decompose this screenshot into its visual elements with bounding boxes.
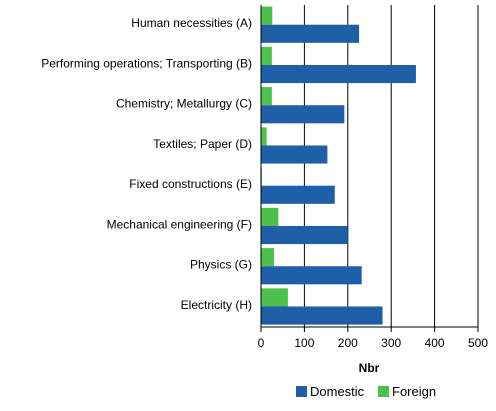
bar-foreign-3 <box>261 127 267 146</box>
category-label-3: Textiles; Paper (D) <box>153 137 252 151</box>
bar-domestic-0 <box>261 24 360 43</box>
x-tick-label-0: 0 <box>258 336 265 350</box>
bar-domestic-1 <box>261 64 416 84</box>
x-axis-title: Nbr <box>359 361 380 375</box>
bar-domestic-4 <box>261 185 335 204</box>
bar-foreign-1 <box>261 46 272 65</box>
bar-foreign-2 <box>261 87 272 106</box>
bar-domestic-2 <box>261 105 345 124</box>
category-label-0: Human necessities (A) <box>131 16 252 30</box>
x-tick-label-500: 500 <box>468 336 488 350</box>
bar-foreign-5 <box>261 207 279 226</box>
bar-foreign-6 <box>261 248 275 267</box>
legend: Domestic Foreign <box>296 384 436 399</box>
x-tick-label-200: 200 <box>338 336 358 350</box>
category-label-7: Electricity (H) <box>181 298 252 312</box>
bar-domestic-5 <box>261 225 348 245</box>
legend-swatch-domestic <box>296 386 307 397</box>
bar-domestic-7 <box>261 306 383 325</box>
x-tick-labels: 0 100 200 300 400 500 <box>258 336 489 350</box>
x-tick-label-400: 400 <box>425 336 445 350</box>
x-tick-label-300: 300 <box>381 336 401 350</box>
bar-foreign-7 <box>261 288 288 307</box>
legend-label-foreign: Foreign <box>392 384 436 399</box>
bar-domestic-3 <box>261 145 328 164</box>
category-label-4: Fixed constructions (E) <box>129 177 252 191</box>
legend-label-domestic: Domestic <box>310 384 365 399</box>
bars-group <box>261 6 416 325</box>
x-tick-label-100: 100 <box>294 336 314 350</box>
category-label-6: Physics (G) <box>190 258 252 272</box>
bar-domestic-6 <box>261 266 362 285</box>
bar-foreign-0 <box>261 6 273 25</box>
category-labels: Human necessities (A) Performing operatio… <box>41 16 252 312</box>
legend-swatch-foreign <box>378 386 389 397</box>
category-label-1: Performing operations; Transporting (B) <box>41 56 252 70</box>
axes <box>260 5 479 332</box>
category-label-5: Mechanical engineering (F) <box>107 217 252 231</box>
category-label-2: Chemistry; Metallurgy (C) <box>116 97 252 111</box>
